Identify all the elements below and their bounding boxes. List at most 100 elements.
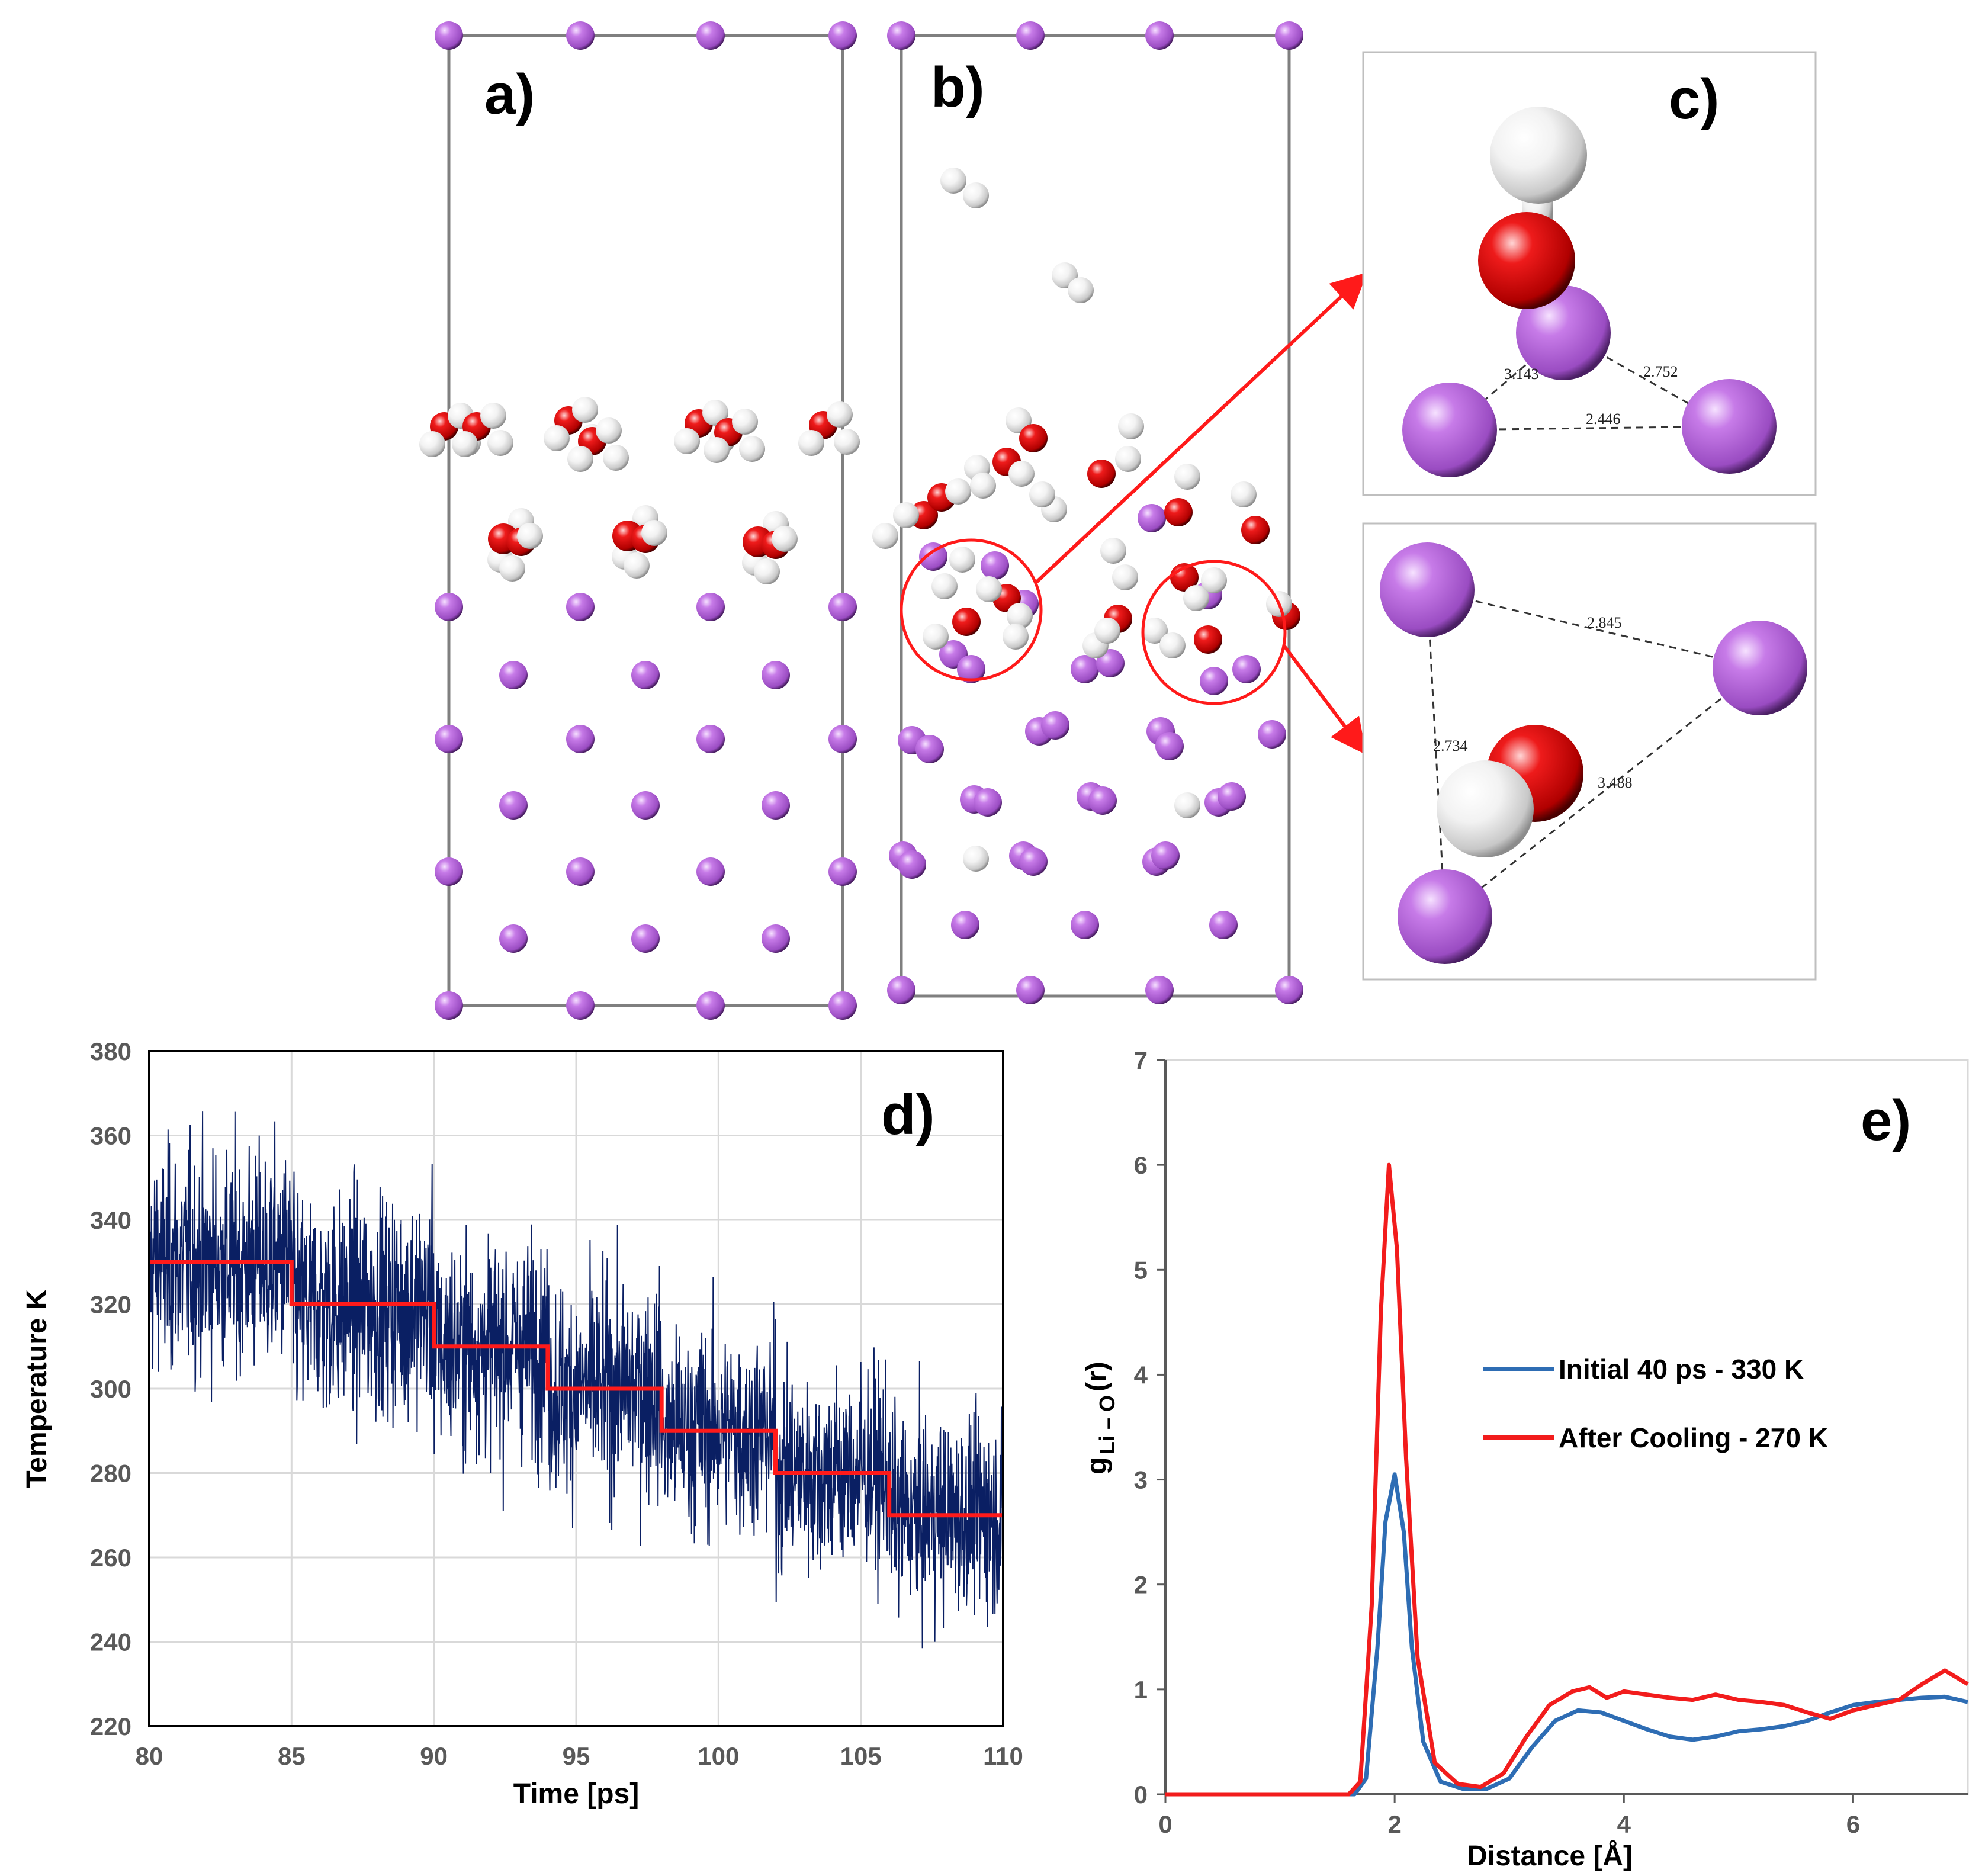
h-atom [798, 430, 824, 456]
highlight-circle-left [900, 538, 1043, 682]
chart-d-x-tick-label: 105 [840, 1742, 882, 1770]
h-atom [702, 400, 728, 426]
h-atom [970, 473, 996, 499]
inset-bottom-bonds [1426, 589, 1761, 918]
li-atom [1258, 720, 1286, 749]
h-atom [1118, 413, 1144, 439]
chart-e-y-tick-label: 3 [1134, 1466, 1148, 1494]
o-atom [1019, 424, 1048, 452]
h-atom [1068, 277, 1094, 303]
chart-e-y-tick-label: 7 [1134, 1046, 1148, 1074]
li-atom [631, 924, 660, 953]
h-atom [1201, 567, 1227, 593]
chart-e-legend-initial: Initial 40 ps - 330 K [1559, 1354, 1804, 1384]
panel-b-structure: b) [872, 21, 1367, 1004]
li-atom [1145, 21, 1174, 50]
li-atom [566, 725, 595, 753]
h-atom [923, 624, 949, 650]
h-atom [1115, 446, 1141, 472]
h-atom [1003, 624, 1029, 650]
h-atom [603, 445, 629, 471]
chart-e-ylabel-main: g [1081, 1457, 1113, 1475]
inset-bottom-li-atom [1398, 869, 1492, 964]
li-atom [887, 21, 915, 50]
o-atom [1241, 516, 1270, 544]
li-atom [828, 857, 857, 886]
chart-e-y-tick-label: 1 [1134, 1676, 1148, 1704]
h-atom [1094, 618, 1120, 644]
li-atom [499, 791, 528, 820]
li-atom [1145, 976, 1174, 1004]
h-atom [1174, 464, 1200, 490]
chart-e-x-ticks: 0 2 4 6 [1158, 1794, 1860, 1838]
li-atom [696, 857, 725, 886]
chart-e-ylabel-tail: (r) [1081, 1361, 1113, 1392]
li-atom [974, 788, 1002, 817]
panel-b-label: b) [931, 56, 985, 119]
li-atom [566, 21, 595, 50]
h-atom [480, 403, 506, 429]
inset-bottom-li-atom [1380, 542, 1475, 637]
li-atom [898, 850, 926, 879]
h-atom [1007, 603, 1033, 629]
chart-e-series-initial [1165, 1472, 1968, 1797]
h-atom [567, 446, 593, 472]
h-atom [732, 409, 758, 435]
chart-d-x-ticks: 80 85 90 95 100 105 110 [136, 1742, 1023, 1770]
inset-top-distance: 2.752 [1643, 363, 1678, 380]
li-atom [828, 991, 857, 1020]
panel-c-insets: c) 3.143 2.752 2.446 2.845 2.734 3.488 [1362, 51, 1817, 981]
li-atom [1016, 976, 1045, 1004]
li-atom [696, 21, 725, 50]
chart-e-y-tick-label: 5 [1134, 1256, 1148, 1284]
chart-d-y-tick-label: 340 [90, 1206, 131, 1234]
li-atom [1088, 786, 1117, 815]
h-atom [624, 552, 650, 579]
chart-d-y-tick-label: 380 [90, 1037, 131, 1065]
chart-d-series-target-temperature [149, 1260, 1003, 1518]
h-atom [893, 502, 919, 528]
li-atom [499, 661, 528, 689]
li-atom [828, 593, 857, 621]
h-atom [963, 182, 989, 208]
li-atom [631, 661, 660, 689]
li-atom [1275, 21, 1303, 50]
panel-e-label: e) [1861, 1089, 1911, 1152]
chart-d-y-tick-label: 220 [90, 1713, 131, 1740]
chart-d-x-tick-label: 85 [278, 1742, 306, 1770]
highlight-circle-right [1141, 560, 1287, 705]
li-atom [1275, 976, 1303, 1004]
h-atom [674, 428, 700, 454]
h-atom [517, 523, 543, 549]
inset-top-h-atom [1490, 107, 1587, 204]
panel-a-label: a) [484, 63, 535, 126]
chart-e-y-ticks: 0 1 2 3 4 5 6 7 [1134, 1046, 1165, 1808]
li-atom [696, 991, 725, 1020]
chart-d-y-tick-label: 320 [90, 1291, 131, 1319]
chart-e-x-tick-label: 4 [1617, 1810, 1631, 1838]
h-atom [1231, 481, 1257, 507]
li-atom [957, 655, 985, 683]
li-atom [1155, 732, 1184, 760]
h-atom [1008, 461, 1035, 487]
inset-bottom-distance: 2.734 [1433, 737, 1468, 754]
chart-d-y-tick-label: 300 [90, 1375, 131, 1403]
li-atom [1041, 711, 1069, 740]
h-atom [945, 478, 971, 505]
panel-a-atoms [419, 21, 860, 1020]
h-atom [827, 401, 853, 428]
li-atom [887, 976, 915, 1004]
li-atom [762, 924, 790, 953]
chart-d-x-tick-label: 110 [983, 1742, 1023, 1770]
o-atom [952, 608, 981, 636]
inset-top-distance: 2.446 [1586, 410, 1621, 428]
li-atom [566, 991, 595, 1020]
arrow-to-bottom-inset [1282, 644, 1367, 755]
li-atom [762, 791, 790, 820]
li-atom [951, 911, 979, 939]
li-atom [566, 593, 595, 621]
inset-bottom-distance: 3.488 [1598, 774, 1633, 791]
li-atom [499, 924, 528, 953]
h-atom [1174, 792, 1200, 818]
